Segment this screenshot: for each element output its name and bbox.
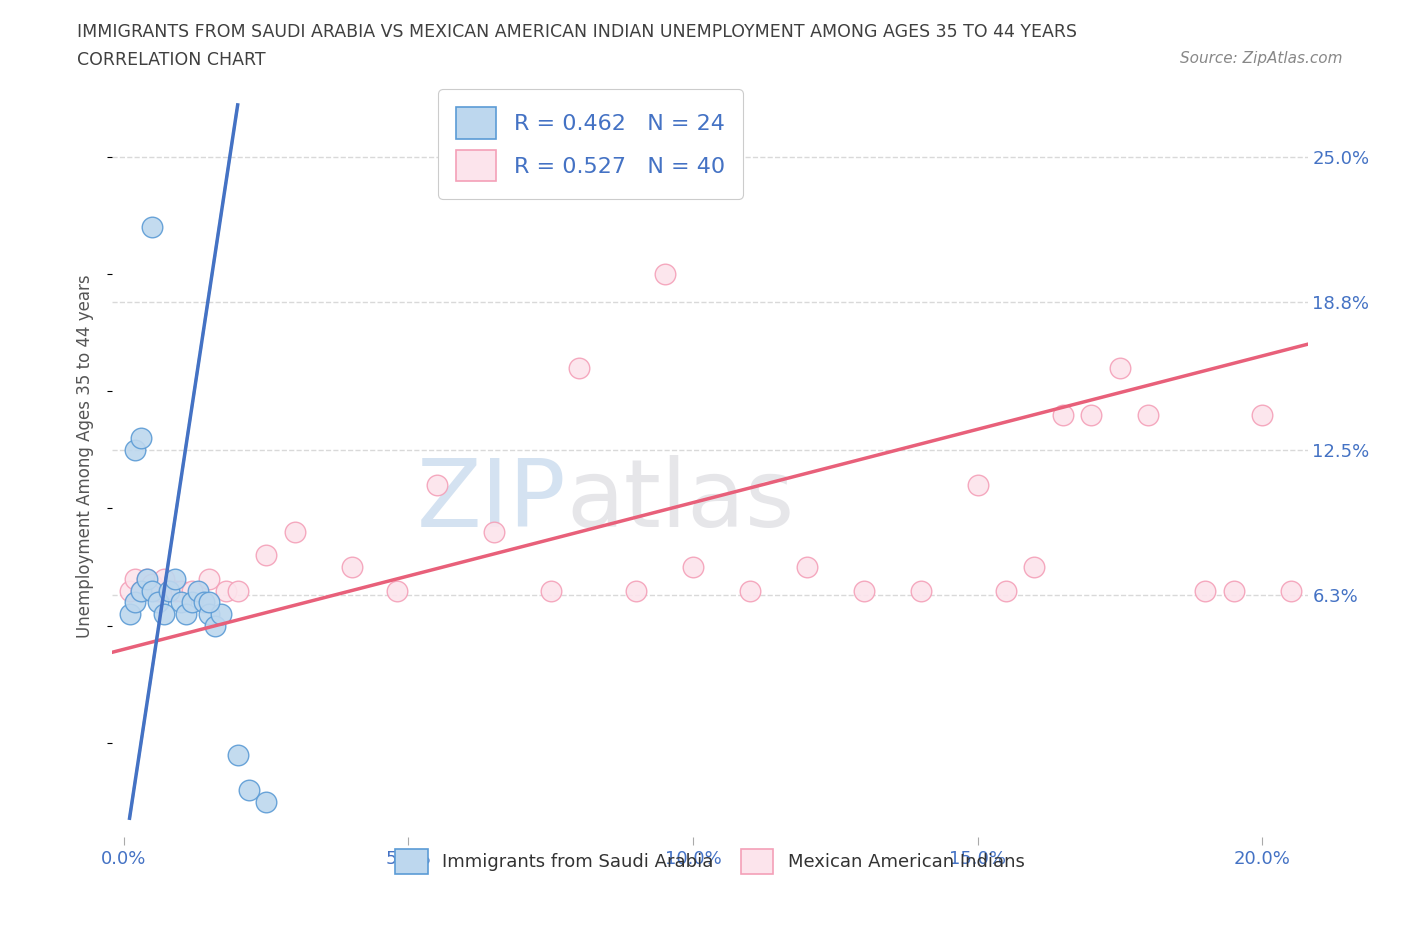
Point xyxy=(170,595,193,610)
Point xyxy=(1222,583,1244,598)
Point xyxy=(796,560,818,575)
Point xyxy=(146,583,169,598)
Point xyxy=(238,783,260,798)
Point xyxy=(340,560,363,575)
Point xyxy=(1108,360,1130,375)
Point xyxy=(165,571,187,586)
Point xyxy=(152,606,174,621)
Text: Source: ZipAtlas.com: Source: ZipAtlas.com xyxy=(1180,51,1343,66)
Point xyxy=(193,595,215,610)
Point xyxy=(385,583,408,598)
Text: CORRELATION CHART: CORRELATION CHART xyxy=(77,51,266,69)
Point xyxy=(226,748,249,763)
Point xyxy=(204,618,226,633)
Point xyxy=(198,595,221,610)
Point xyxy=(1052,407,1074,422)
Point xyxy=(682,560,704,575)
Point xyxy=(187,583,209,598)
Point xyxy=(226,583,249,598)
Point xyxy=(198,606,221,621)
Point xyxy=(624,583,647,598)
Point xyxy=(426,478,449,493)
Point xyxy=(124,443,146,458)
Text: ZIP: ZIP xyxy=(418,456,567,548)
Point xyxy=(1194,583,1216,598)
Y-axis label: Unemployment Among Ages 35 to 44 years: Unemployment Among Ages 35 to 44 years xyxy=(76,274,94,637)
Point xyxy=(994,583,1017,598)
Point xyxy=(910,583,932,598)
Point xyxy=(118,606,141,621)
Point xyxy=(129,583,152,598)
Point xyxy=(157,583,180,598)
Text: IMMIGRANTS FROM SAUDI ARABIA VS MEXICAN AMERICAN INDIAN UNEMPLOYMENT AMONG AGES : IMMIGRANTS FROM SAUDI ARABIA VS MEXICAN … xyxy=(77,23,1077,41)
Point xyxy=(1024,560,1046,575)
Point xyxy=(738,583,761,598)
Point xyxy=(135,571,157,586)
Point xyxy=(1251,407,1274,422)
Point xyxy=(129,431,152,445)
Point xyxy=(124,571,146,586)
Point xyxy=(1279,583,1302,598)
Point xyxy=(215,583,238,598)
Point xyxy=(124,595,146,610)
Point xyxy=(165,583,187,598)
Point xyxy=(135,571,157,586)
Point xyxy=(181,583,204,598)
Point xyxy=(1137,407,1160,422)
Point xyxy=(1080,407,1102,422)
Point xyxy=(654,266,676,281)
Point xyxy=(209,606,232,621)
Point xyxy=(141,583,163,598)
Point xyxy=(176,606,198,621)
Point xyxy=(170,583,193,598)
Point xyxy=(852,583,875,598)
Point xyxy=(141,219,163,234)
Point xyxy=(152,571,174,586)
Point xyxy=(540,583,562,598)
Point xyxy=(146,595,169,610)
Point xyxy=(254,548,277,563)
Point xyxy=(198,571,221,586)
Point xyxy=(141,577,163,591)
Point xyxy=(966,478,988,493)
Text: atlas: atlas xyxy=(567,456,794,548)
Point xyxy=(118,583,141,598)
Point xyxy=(181,595,204,610)
Point xyxy=(568,360,591,375)
Point xyxy=(129,583,152,598)
Point xyxy=(254,794,277,809)
Point xyxy=(482,525,505,539)
Point xyxy=(157,583,180,598)
Point xyxy=(284,525,307,539)
Legend: Immigrants from Saudi Arabia, Mexican American Indians: Immigrants from Saudi Arabia, Mexican Am… xyxy=(388,842,1032,882)
